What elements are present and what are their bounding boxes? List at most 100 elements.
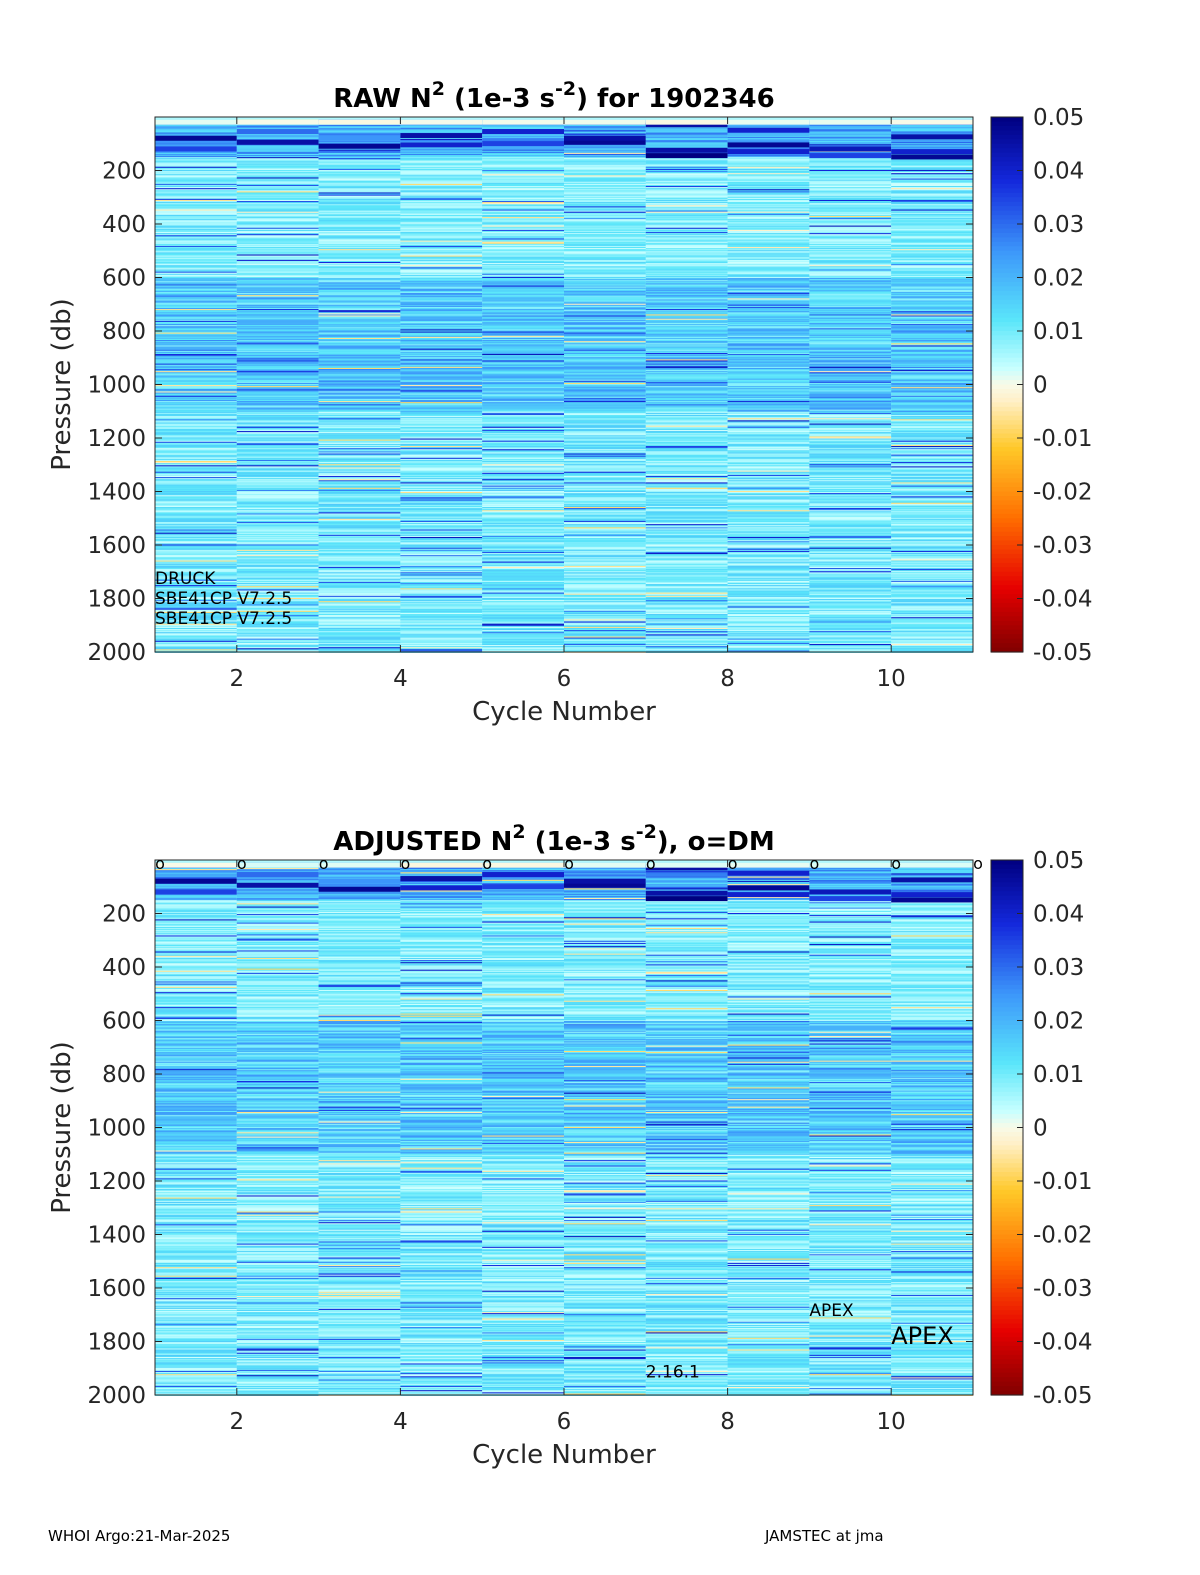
- data-cell: [318, 266, 401, 268]
- data-cell: [727, 497, 810, 499]
- data-cell: [318, 503, 401, 506]
- data-cell: [564, 379, 646, 382]
- data-cell: [645, 407, 728, 409]
- data-cell: [236, 402, 319, 404]
- data-cell: [564, 307, 646, 310]
- data-cell: [318, 129, 401, 131]
- data-cell: [727, 388, 810, 390]
- data-cell: [482, 520, 564, 523]
- data-cell: [318, 624, 401, 627]
- data-cell: [727, 402, 810, 404]
- data-cell: [564, 300, 646, 302]
- data-cell: [891, 243, 973, 246]
- data-cell: [727, 363, 810, 366]
- data-cell: [727, 249, 810, 251]
- data-cell: [891, 542, 973, 544]
- data-cell: [809, 299, 892, 301]
- cycle-column: [318, 119, 401, 653]
- data-cell: [891, 176, 973, 178]
- data-cell: [400, 628, 483, 631]
- data-cell: [891, 459, 973, 462]
- data-cell: [645, 485, 728, 488]
- data-cell: [400, 184, 483, 187]
- data-cell: [809, 649, 892, 651]
- data-cell: [891, 226, 973, 229]
- data-cell: [318, 606, 401, 608]
- data-cell: [727, 209, 810, 212]
- data-cell: [155, 510, 237, 512]
- data-cell: [645, 326, 728, 328]
- data-cell: [318, 550, 401, 553]
- data-cell: [727, 422, 810, 424]
- data-cell: [727, 541, 810, 543]
- data-cell: [645, 249, 728, 251]
- data-cell: [564, 509, 646, 511]
- data-cell: [564, 225, 646, 228]
- data-cell: [809, 333, 892, 336]
- data-cell: [727, 404, 810, 406]
- data-cell: [809, 337, 892, 340]
- data-cell: [318, 330, 401, 332]
- data-cell: [318, 285, 401, 287]
- data-cell: [318, 133, 401, 136]
- data-cell: [236, 256, 319, 259]
- data-cell: [809, 268, 892, 270]
- data-cell: [645, 599, 728, 601]
- data-cell: [727, 480, 810, 482]
- data-cell: [891, 446, 973, 448]
- data-cell: [400, 198, 483, 201]
- data-cell: [236, 475, 319, 478]
- data-cell: [891, 442, 973, 445]
- data-cell: [236, 355, 319, 357]
- data-cell: [645, 309, 728, 311]
- data-cell: [318, 407, 401, 409]
- data-cell: [891, 421, 973, 423]
- data-cell: [564, 241, 646, 244]
- data-cell: [891, 183, 973, 186]
- data-cell: [318, 569, 401, 571]
- data-cell: [400, 326, 483, 328]
- data-cell: [482, 302, 564, 305]
- data-cell: [318, 641, 401, 644]
- data-cell: [236, 480, 319, 482]
- data-cell: [155, 181, 237, 184]
- data-cell: [318, 172, 401, 174]
- data-cell: [645, 584, 728, 586]
- data-cell: [564, 238, 646, 240]
- data-cell: [236, 232, 319, 234]
- data-cell: [891, 451, 973, 453]
- data-cell: [482, 645, 564, 647]
- data-cell: [809, 388, 892, 390]
- data-cell: [564, 524, 646, 526]
- data-cell: [564, 243, 646, 246]
- data-cell: [482, 249, 564, 251]
- data-cell: [400, 451, 483, 453]
- data-cell: [236, 226, 319, 229]
- data-cell: [482, 585, 564, 587]
- data-cell: [482, 298, 564, 300]
- data-cell: [727, 203, 810, 205]
- data-cell: [155, 245, 237, 248]
- data-cell: [891, 250, 973, 252]
- data-cell: [645, 397, 728, 400]
- data-cell: [482, 519, 564, 522]
- data-cell: [891, 299, 973, 301]
- data-cell: [155, 250, 237, 252]
- data-cell: [564, 301, 646, 304]
- data-cell: [564, 127, 646, 129]
- data-cell: [809, 178, 892, 180]
- data-cell: [400, 410, 483, 413]
- data-cell: [482, 425, 564, 428]
- data-cell: [809, 225, 892, 228]
- data-cell: [482, 273, 564, 276]
- data-cell: [809, 221, 892, 223]
- data-cell: [400, 483, 483, 485]
- data-cell: [236, 564, 319, 567]
- data-cell: [236, 587, 319, 589]
- data-cell: [482, 174, 564, 176]
- data-cell: [564, 392, 646, 394]
- data-cell: [482, 417, 564, 419]
- data-cell: [809, 211, 892, 214]
- data-cell: [318, 196, 401, 199]
- data-cell: [727, 618, 810, 620]
